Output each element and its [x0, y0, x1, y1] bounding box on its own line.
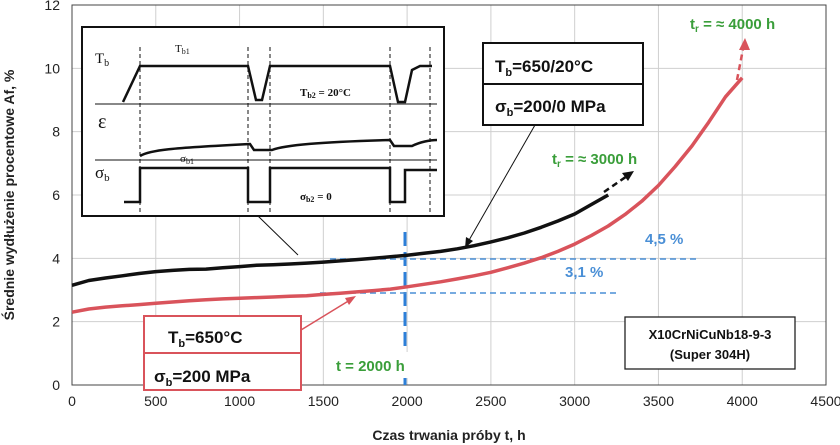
x-tick-label: 500	[144, 393, 168, 409]
legend-black-pointer	[467, 124, 536, 243]
x-tick-label: 4000	[727, 393, 758, 409]
inset-tb2-label: Tb2 = 20°C	[300, 87, 351, 100]
series-line-1	[71, 76, 744, 314]
legend-black-temp: Tb=650/20°C	[495, 57, 593, 79]
inset-pointer	[257, 215, 299, 256]
inset-frame	[81, 26, 445, 217]
material-trade-name: (Super 304H)	[670, 347, 750, 362]
legend-red-pointer	[300, 299, 351, 331]
red-arrow-head	[739, 38, 750, 50]
legend-black-stress: σb=200/0 MPa	[495, 97, 606, 119]
y-tick-label: 8	[52, 124, 60, 140]
tr-3000-label: tr = ≈ 3000 h	[552, 151, 637, 170]
series-line-0	[71, 193, 610, 287]
x-tick-labels: 0 500 1000 1500 2000 2500 3000 3500 4000 4500	[68, 393, 840, 409]
inset-tb-curve	[121, 64, 432, 104]
inset-eps-curve	[139, 138, 438, 158]
y-tick-label: 4	[52, 250, 60, 266]
x-tick-label: 1500	[308, 393, 339, 409]
y-axis-label: Średnie wydłużenie procentowe Af, %	[0, 69, 17, 320]
inset-tb1-label: Tb1	[175, 43, 190, 56]
y-tick-label: 12	[44, 0, 60, 13]
x-tick-label: 3500	[643, 393, 674, 409]
material-box	[624, 316, 796, 370]
inset-schematic: Tb Tb1 Tb2 = 20°C ε σb1 σb σb2 = 0	[81, 26, 445, 256]
x-tick-label: 2000	[392, 393, 423, 409]
y-tick-label: 10	[44, 60, 60, 76]
pct-45-label: 4,5 %	[645, 231, 683, 248]
inset-eps-label: ε	[98, 111, 106, 133]
y-tick-labels: 0 2 4 6 8 10 12	[44, 0, 60, 393]
x-tick-label: 0	[68, 393, 76, 409]
legend-red-stress: σb=200 MPa	[154, 367, 251, 389]
tr-4000-label: tr = ≈ 4000 h	[690, 16, 775, 35]
black-arrow-head	[622, 171, 634, 181]
x-tick-label: 2500	[475, 393, 506, 409]
x-tick-label: 4500	[810, 393, 840, 409]
black-extrapolation-arrow	[603, 172, 631, 194]
legend-red-temp: Tb=650°C	[168, 328, 243, 350]
pct-31-label: 3,1 %	[565, 264, 603, 281]
y-tick-label: 6	[52, 187, 60, 203]
material-name: X10CrNiCuNb18-9-3	[649, 327, 772, 342]
inset-sb2-label: σb2 = 0	[300, 191, 332, 204]
t2000-label-bg	[330, 352, 428, 378]
x-tick-label: 1000	[224, 393, 255, 409]
t2000-label: t = 2000 h	[336, 358, 405, 375]
x-axis-label: Czas trwania próby t, h	[372, 427, 525, 443]
plot-frame	[71, 4, 827, 386]
y-tick-label: 2	[52, 314, 60, 330]
series-lines	[71, 76, 744, 314]
x-tick-label: 3000	[559, 393, 590, 409]
y-tick-label: 0	[52, 377, 60, 393]
legend-red-pointer-head	[345, 296, 356, 305]
legend-black-pointer-head	[465, 237, 473, 248]
